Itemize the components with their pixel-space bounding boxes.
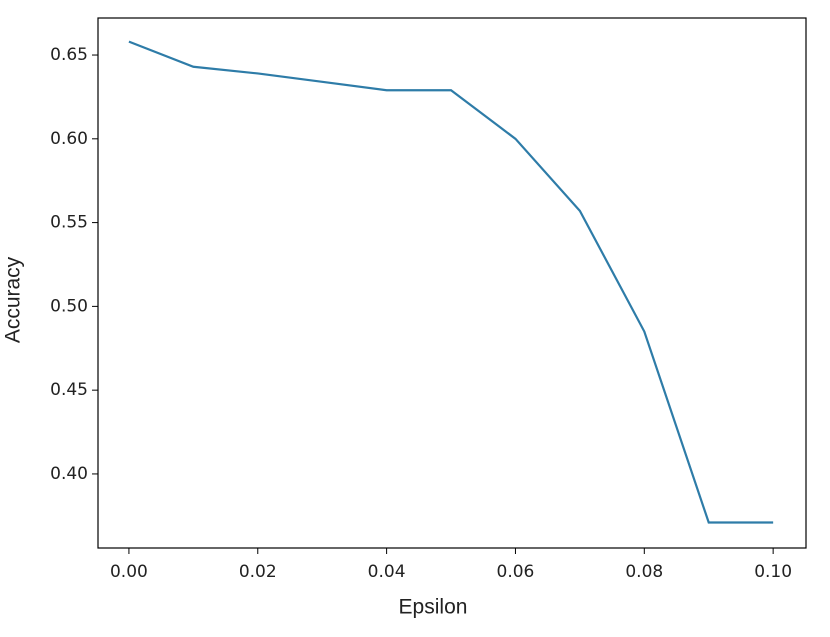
x-tick-label: 0.02 — [239, 562, 277, 582]
x-tick-label: 0.04 — [368, 562, 406, 582]
x-tick-label: 0.08 — [625, 562, 663, 582]
x-tick-label: 0.10 — [754, 562, 792, 582]
y-tick-label: 0.50 — [50, 296, 88, 316]
plot-frame — [97, 17, 807, 549]
x-tick-label: 0.06 — [497, 562, 535, 582]
y-axis-label: Accuracy — [2, 256, 25, 343]
y-tick-label: 0.40 — [50, 464, 88, 484]
y-tick-label: 0.65 — [50, 45, 88, 65]
y-tick-label: 0.55 — [50, 213, 88, 233]
x-axis-label: Epsilon — [399, 596, 468, 619]
y-tick-label: 0.60 — [50, 129, 88, 149]
x-tick-label: 0.00 — [110, 562, 148, 582]
data-line — [128, 40, 774, 524]
y-tick-label: 0.45 — [50, 380, 88, 400]
